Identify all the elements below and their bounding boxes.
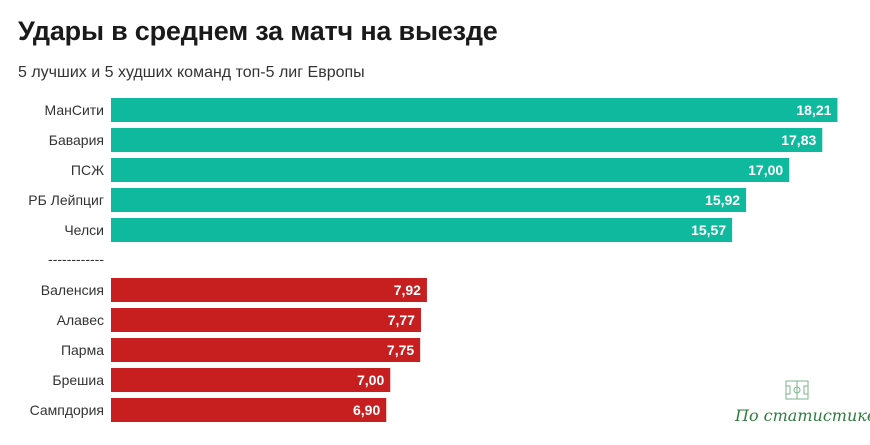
category-label: Челси (64, 222, 104, 238)
category-label: Брешиа (52, 372, 104, 388)
value-label: 7,75 (387, 342, 414, 358)
bar (111, 368, 391, 392)
logo: По статистике (735, 378, 870, 434)
bar (111, 98, 838, 122)
chart-subtitle: 5 лучших и 5 худших команд топ-5 лиг Евр… (18, 64, 365, 81)
category-label: ПСЖ (71, 162, 104, 178)
value-label: 18,21 (796, 102, 831, 118)
bar (111, 188, 747, 212)
soccer-field-icon (785, 380, 809, 400)
bar (111, 158, 790, 182)
value-label: 7,77 (388, 312, 415, 328)
value-label: 17,00 (748, 162, 783, 178)
value-label: 6,90 (353, 402, 380, 418)
logo-text: По статистике (735, 406, 870, 425)
bar (111, 338, 421, 362)
bar (111, 128, 823, 152)
category-label: Валенсия (41, 282, 104, 298)
bar (111, 218, 733, 242)
category-label: РБ Лейпциг (28, 192, 104, 208)
category-label: Парма (61, 342, 104, 358)
value-label: 7,00 (357, 372, 384, 388)
category-label: Бавария (49, 132, 104, 148)
value-label: 15,92 (705, 192, 740, 208)
bar (111, 278, 427, 302)
category-label: Сампдория (30, 402, 104, 418)
bar (111, 308, 421, 332)
value-label: 15,57 (691, 222, 726, 238)
category-label: МанСити (45, 102, 105, 118)
separator-label: ------------ (48, 251, 104, 267)
value-label: 7,92 (394, 282, 421, 298)
bar (111, 398, 387, 422)
chart-title: Удары в среднем за матч на выезде (18, 16, 498, 46)
value-label: 17,83 (781, 132, 816, 148)
category-label: Алавес (57, 312, 104, 328)
